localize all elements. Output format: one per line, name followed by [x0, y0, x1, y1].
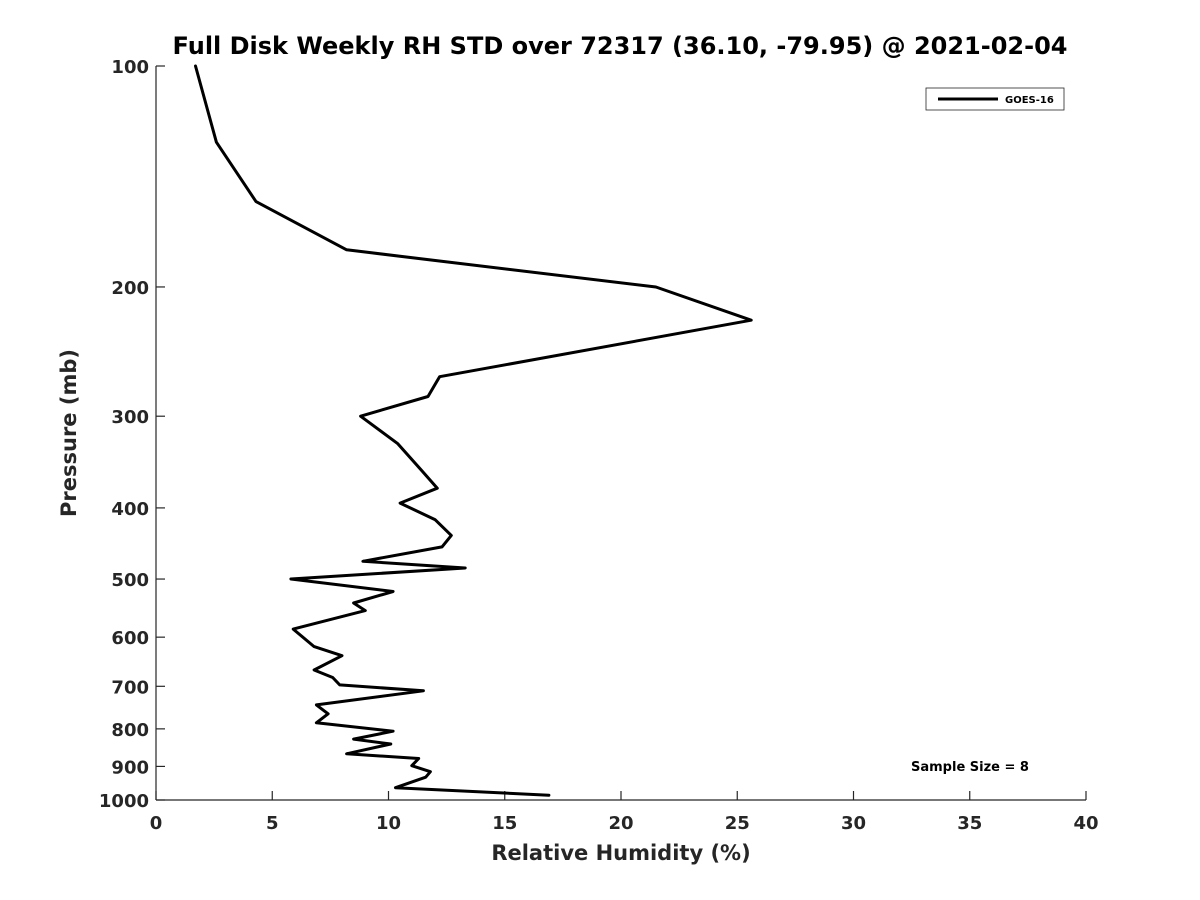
- y-tick-label: 500: [111, 570, 149, 591]
- x-tick-label: 40: [1073, 813, 1098, 834]
- x-tick-label: 15: [492, 813, 517, 834]
- x-tick-label: 25: [725, 813, 750, 834]
- y-axis-label: Pressure (mb): [57, 349, 81, 517]
- series-line-goes-16: [194, 64, 753, 797]
- y-tick-label: 900: [111, 757, 149, 778]
- x-tick-label: 35: [957, 813, 982, 834]
- chart-title: Full Disk Weekly RH STD over 72317 (36.1…: [173, 32, 1068, 60]
- x-tick-label: 5: [266, 813, 279, 834]
- y-tick-label: 100: [111, 57, 149, 78]
- y-tick-label: 700: [111, 677, 149, 698]
- sample-size-annotation: Sample Size = 8: [911, 760, 1029, 775]
- x-tick-label: 10: [376, 813, 401, 834]
- y-tick-label: 200: [111, 278, 149, 299]
- y-tick-label: 800: [111, 720, 149, 741]
- x-ticks: 0 5 10 15 20 25 30 35 40: [150, 791, 1099, 834]
- x-tick-label: 0: [150, 813, 163, 834]
- legend-label: GOES-16: [1005, 95, 1054, 106]
- y-ticks: 100 200 300 400 500 600 700 800 900 1000: [99, 57, 165, 812]
- y-tick-label: 600: [111, 628, 149, 649]
- axes: [155, 66, 1086, 801]
- legend: GOES-16: [925, 87, 1065, 111]
- y-tick-label: 400: [111, 499, 149, 520]
- x-tick-label: 20: [608, 813, 633, 834]
- y-tick-label: 300: [111, 407, 149, 428]
- y-tick-label: 1000: [99, 791, 149, 812]
- series-layer: [194, 64, 753, 797]
- x-tick-label: 30: [841, 813, 866, 834]
- x-axis-label: Relative Humidity (%): [491, 841, 750, 865]
